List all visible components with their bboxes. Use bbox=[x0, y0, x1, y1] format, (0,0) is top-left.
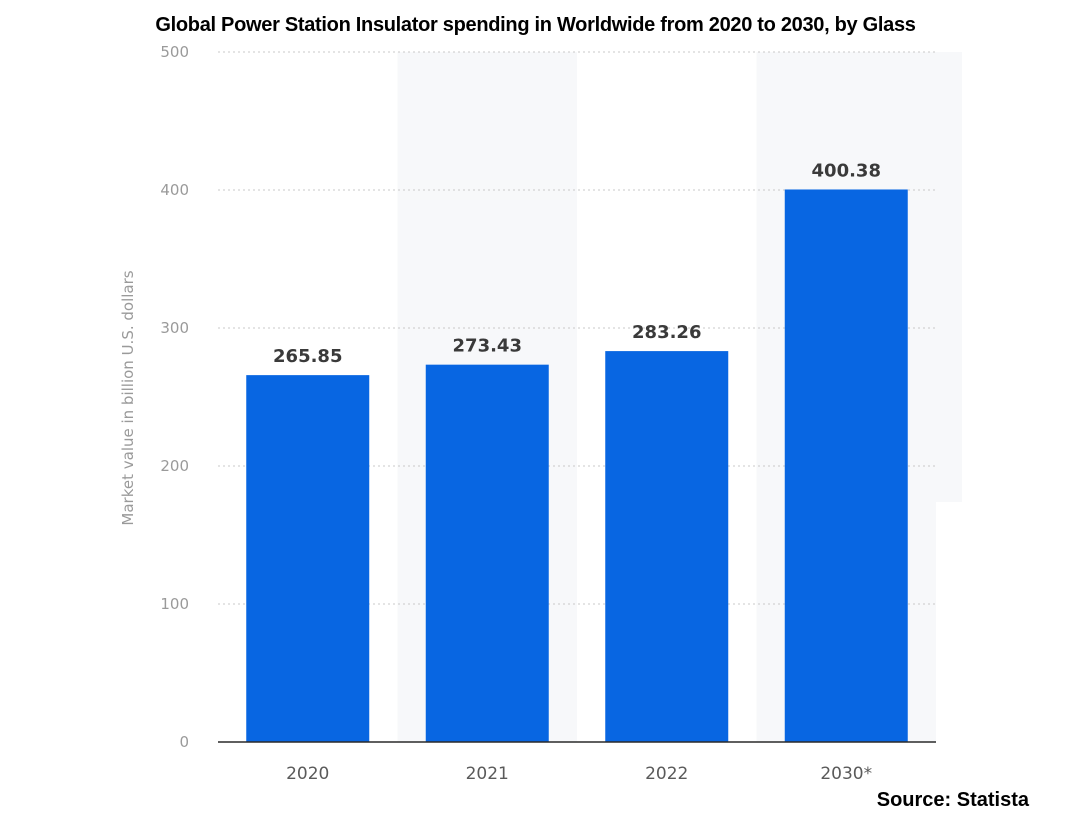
bar bbox=[425, 364, 549, 742]
x-tick-label: 2022 bbox=[645, 764, 688, 784]
y-tick-label: 400 bbox=[160, 181, 189, 199]
y-tick-label: 200 bbox=[160, 457, 189, 475]
source-note: Source: Statista bbox=[876, 789, 1029, 811]
data-label: 400.38 bbox=[812, 160, 881, 181]
x-axis-ticks: 2020 2021 2022 2030* bbox=[286, 764, 872, 784]
data-label: 265.85 bbox=[273, 346, 342, 367]
y-tick-label: 500 bbox=[160, 43, 189, 61]
bar bbox=[784, 189, 908, 743]
y-tick-label: 300 bbox=[160, 319, 189, 337]
x-tick-label: 2020 bbox=[286, 764, 329, 784]
y-tick-label: 0 bbox=[179, 733, 189, 751]
y-tick-label: 100 bbox=[160, 595, 189, 613]
data-label: 273.43 bbox=[453, 336, 522, 357]
data-labels: 265.85 273.43 283.26 400.38 bbox=[273, 160, 881, 367]
bar bbox=[246, 375, 370, 742]
data-label: 283.26 bbox=[632, 322, 701, 343]
plot-edge-band bbox=[936, 52, 962, 502]
x-tick-label: 2021 bbox=[466, 764, 509, 784]
bar bbox=[605, 351, 729, 742]
y-axis-ticks: 0 100 200 300 400 500 bbox=[160, 43, 189, 751]
chart-title: Global Power Station Insulator spending … bbox=[155, 14, 916, 36]
bars bbox=[246, 189, 908, 743]
y-axis-label: Market value in billion U.S. dollars bbox=[119, 270, 137, 525]
x-tick-label: 2030* bbox=[820, 764, 872, 784]
